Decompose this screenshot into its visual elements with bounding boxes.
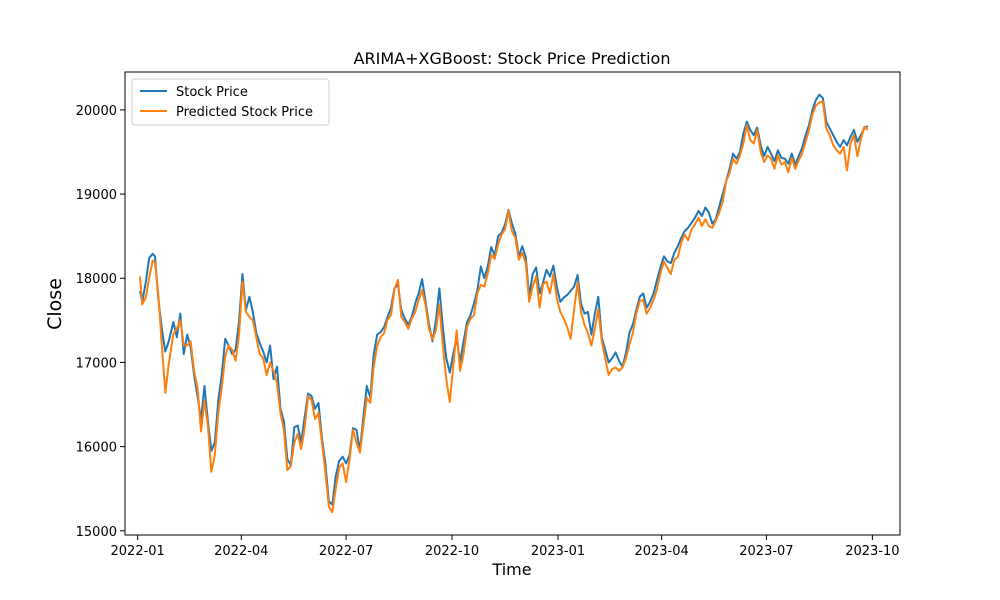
x-tick-label: 2023-10 [845, 544, 899, 559]
x-tick-label: 2022-10 [425, 544, 479, 559]
y-tick-label: 16000 [76, 441, 117, 456]
x-axis-label: Time [491, 560, 531, 579]
y-tick-label: 17000 [76, 356, 117, 371]
y-tick-label: 20000 [76, 104, 117, 119]
legend-box [131, 78, 330, 126]
chart-title: ARIMA+XGBoost: Stock Price Prediction [354, 49, 671, 68]
plot-lines [138, 93, 869, 514]
y-axis-label: Close [44, 278, 66, 330]
series-line-1 [138, 100, 869, 514]
legend: Stock Price Predicted Stock Price [131, 78, 330, 126]
x-axis: 2022-01 2022-04 2022-07 2022-10 2023-01 2023-… [111, 535, 900, 559]
y-tick-label: 15000 [76, 525, 117, 540]
x-tick-label: 2022-07 [319, 544, 373, 559]
x-tick-label: 2023-01 [531, 544, 585, 559]
series-line-0 [138, 93, 869, 506]
y-tick-label: 18000 [76, 272, 117, 287]
plot-frame [124, 71, 901, 536]
x-tick-label: 2022-01 [111, 544, 165, 559]
y-tick-label: 19000 [76, 188, 117, 203]
x-tick-label: 2023-04 [634, 544, 688, 559]
x-tick-label: 2022-04 [214, 544, 268, 559]
y-axis: 15000 16000 17000 18000 19000 20000 [76, 104, 125, 540]
legend-label-predicted-stock-price: Predicted Stock Price [176, 105, 313, 120]
legend-label-stock-price: Stock Price [176, 85, 248, 100]
x-tick-label: 2023-07 [739, 544, 793, 559]
